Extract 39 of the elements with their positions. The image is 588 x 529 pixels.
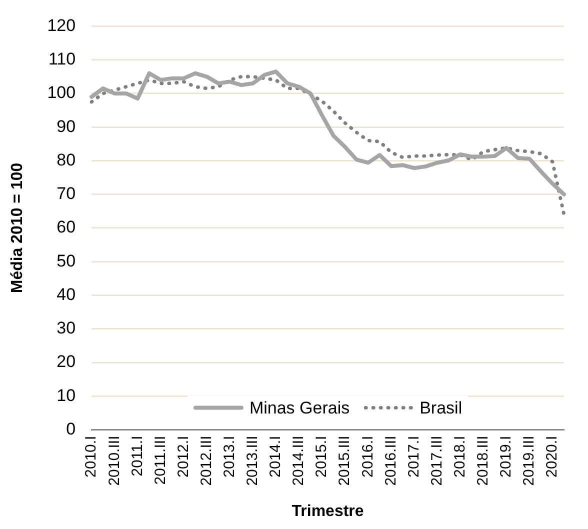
x-tick-label: 2016.III <box>382 436 400 486</box>
legend-label: Brasil <box>420 398 462 418</box>
x-tick-label: 2014.III <box>290 436 308 486</box>
x-tick-label: 2019.I <box>498 436 515 478</box>
x-tick-label: 2019.III <box>520 436 538 486</box>
y-tick-label: 20 <box>56 352 76 372</box>
y-tick-label: 60 <box>56 218 76 237</box>
y-tick-label: 100 <box>47 83 76 102</box>
x-tick-label: 2020.I <box>544 436 561 478</box>
y-tick-label: 110 <box>48 50 76 69</box>
x-tick-label: 2015.I <box>313 436 330 478</box>
x-tick-label: 2017.I <box>405 436 422 478</box>
y-tick-label: 80 <box>56 150 76 170</box>
x-tick-label: 2018.III <box>474 436 492 486</box>
x-tick-label: 2016.I <box>359 436 376 478</box>
x-tick-label: 2011.I <box>128 436 146 476</box>
x-tick-label: 2012.III <box>198 436 215 486</box>
x-tick-label: 2018.I <box>451 436 468 478</box>
legend-label: Minas Gerais <box>249 398 350 418</box>
x-axis-title: Trimestre <box>292 502 364 520</box>
x-tick-label: 2015.III <box>336 436 354 486</box>
y-axis-title: Média 2010 = 100 <box>9 162 26 294</box>
y-tick-label: 0 <box>66 419 76 438</box>
y-tick-label: 30 <box>56 318 76 338</box>
x-tick-label: 2017.III <box>428 436 446 486</box>
y-tick-label: 70 <box>56 184 76 204</box>
x-tick-label: 2014.I <box>267 436 284 478</box>
line-series <box>90 74 566 216</box>
x-tick-label: 2012.I <box>174 436 192 478</box>
x-tick-label: 2013.I <box>220 436 238 478</box>
y-tick-label: 120 <box>47 16 76 35</box>
x-tick-label: 2013.III <box>244 436 262 486</box>
y-tick-label: 50 <box>56 251 76 270</box>
x-tick-label: 2010.I <box>82 436 100 478</box>
x-tick-label: 2010.III <box>106 436 123 486</box>
x-tick-label: 2011.III <box>152 436 169 485</box>
y-tick-label: 10 <box>56 386 76 405</box>
y-tick-label: 90 <box>56 116 76 136</box>
y-tick-label: 40 <box>56 284 76 304</box>
